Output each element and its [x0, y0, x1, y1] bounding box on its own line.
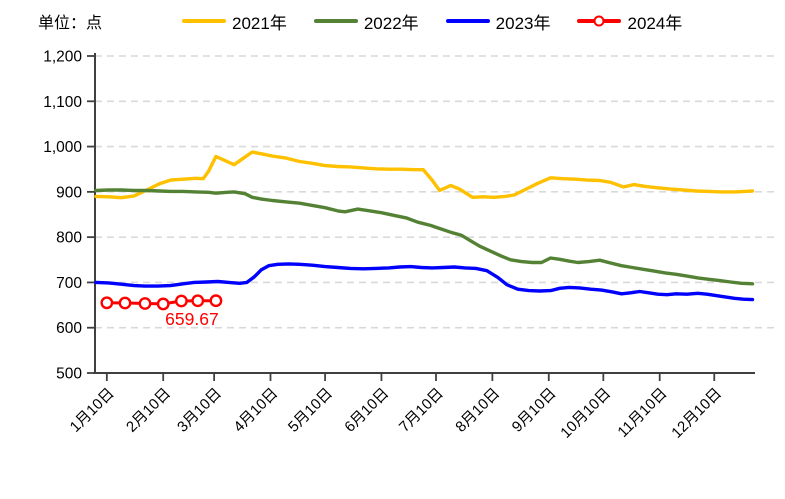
legend-swatch-icon: [313, 19, 358, 23]
x-axis-tick-label: 11月10日: [614, 385, 670, 441]
x-axis-tick-label: 10月10日: [557, 385, 614, 442]
y-axis-tick-label: 900: [56, 184, 82, 201]
legend-item-2023: 2023年: [445, 9, 551, 34]
series-point-marker: [138, 297, 152, 310]
series-line-2022: [94, 188, 755, 286]
series-point-marker: [191, 294, 205, 308]
legend-item-2024: 2024年: [577, 9, 682, 34]
legend-label: 2021年: [232, 13, 287, 33]
x-axis-tick-label: 1月10日: [67, 385, 118, 436]
legend-label: 2023年: [495, 13, 551, 33]
x-axis-tick-label: 3月10日: [174, 385, 225, 436]
legend-label: 2022年: [363, 13, 419, 33]
y-axis-tick-label: 800: [56, 230, 82, 247]
y-axis-tick-label: 1,200: [43, 49, 82, 66]
legend-item-2022: 2022年: [313, 9, 419, 34]
legend-item-2021: 2021年: [182, 9, 287, 34]
legend-label: 2024年: [627, 13, 683, 33]
series-point-marker: [118, 296, 132, 310]
series-point-marker: [100, 296, 114, 310]
legend-swatch-icon: [445, 19, 490, 23]
y-axis-tick-label: 700: [56, 275, 82, 292]
x-axis-tick-label: 4月10日: [230, 385, 281, 436]
x-axis-tick-label: 5月10日: [285, 385, 336, 436]
chart-canvas: 500 600 700 800 900 1,000 1,100 1,200 1月10日 2月10日…: [43, 49, 777, 442]
x-axis-tick-label: 9月10日: [509, 385, 560, 436]
series-point-marker: [156, 297, 170, 311]
x-axis-tick-label: 12月10日: [668, 385, 725, 442]
y-axis-tick-label: 500: [56, 366, 82, 383]
series-line-2023: [94, 262, 755, 302]
x-axis-tick-label: 7月10日: [396, 385, 447, 436]
legend-row: 单位：点 2021年 2022年 2023年 2024年: [38, 8, 709, 34]
legend-swatch-icon: [577, 15, 622, 27]
x-axis-tick-label: 8月10日: [452, 385, 503, 436]
legend-circle-marker-icon: [593, 15, 605, 27]
annotation-last-value: 659.67: [165, 309, 219, 329]
y-axis-tick-label: 600: [56, 320, 82, 337]
legend-swatch-icon: [182, 19, 226, 23]
series-point-marker: [174, 294, 188, 308]
x-axis-tick-label: 6月10日: [341, 385, 392, 436]
series-point-marker: [209, 294, 223, 308]
series-line-2021: [94, 150, 755, 200]
y-axis-tick-label: 1,100: [43, 94, 82, 111]
y-axis-tick-label: 1,000: [43, 139, 82, 156]
x-axis-tick-label: 2月10日: [123, 385, 174, 436]
unit-label: 单位：点: [38, 15, 103, 32]
